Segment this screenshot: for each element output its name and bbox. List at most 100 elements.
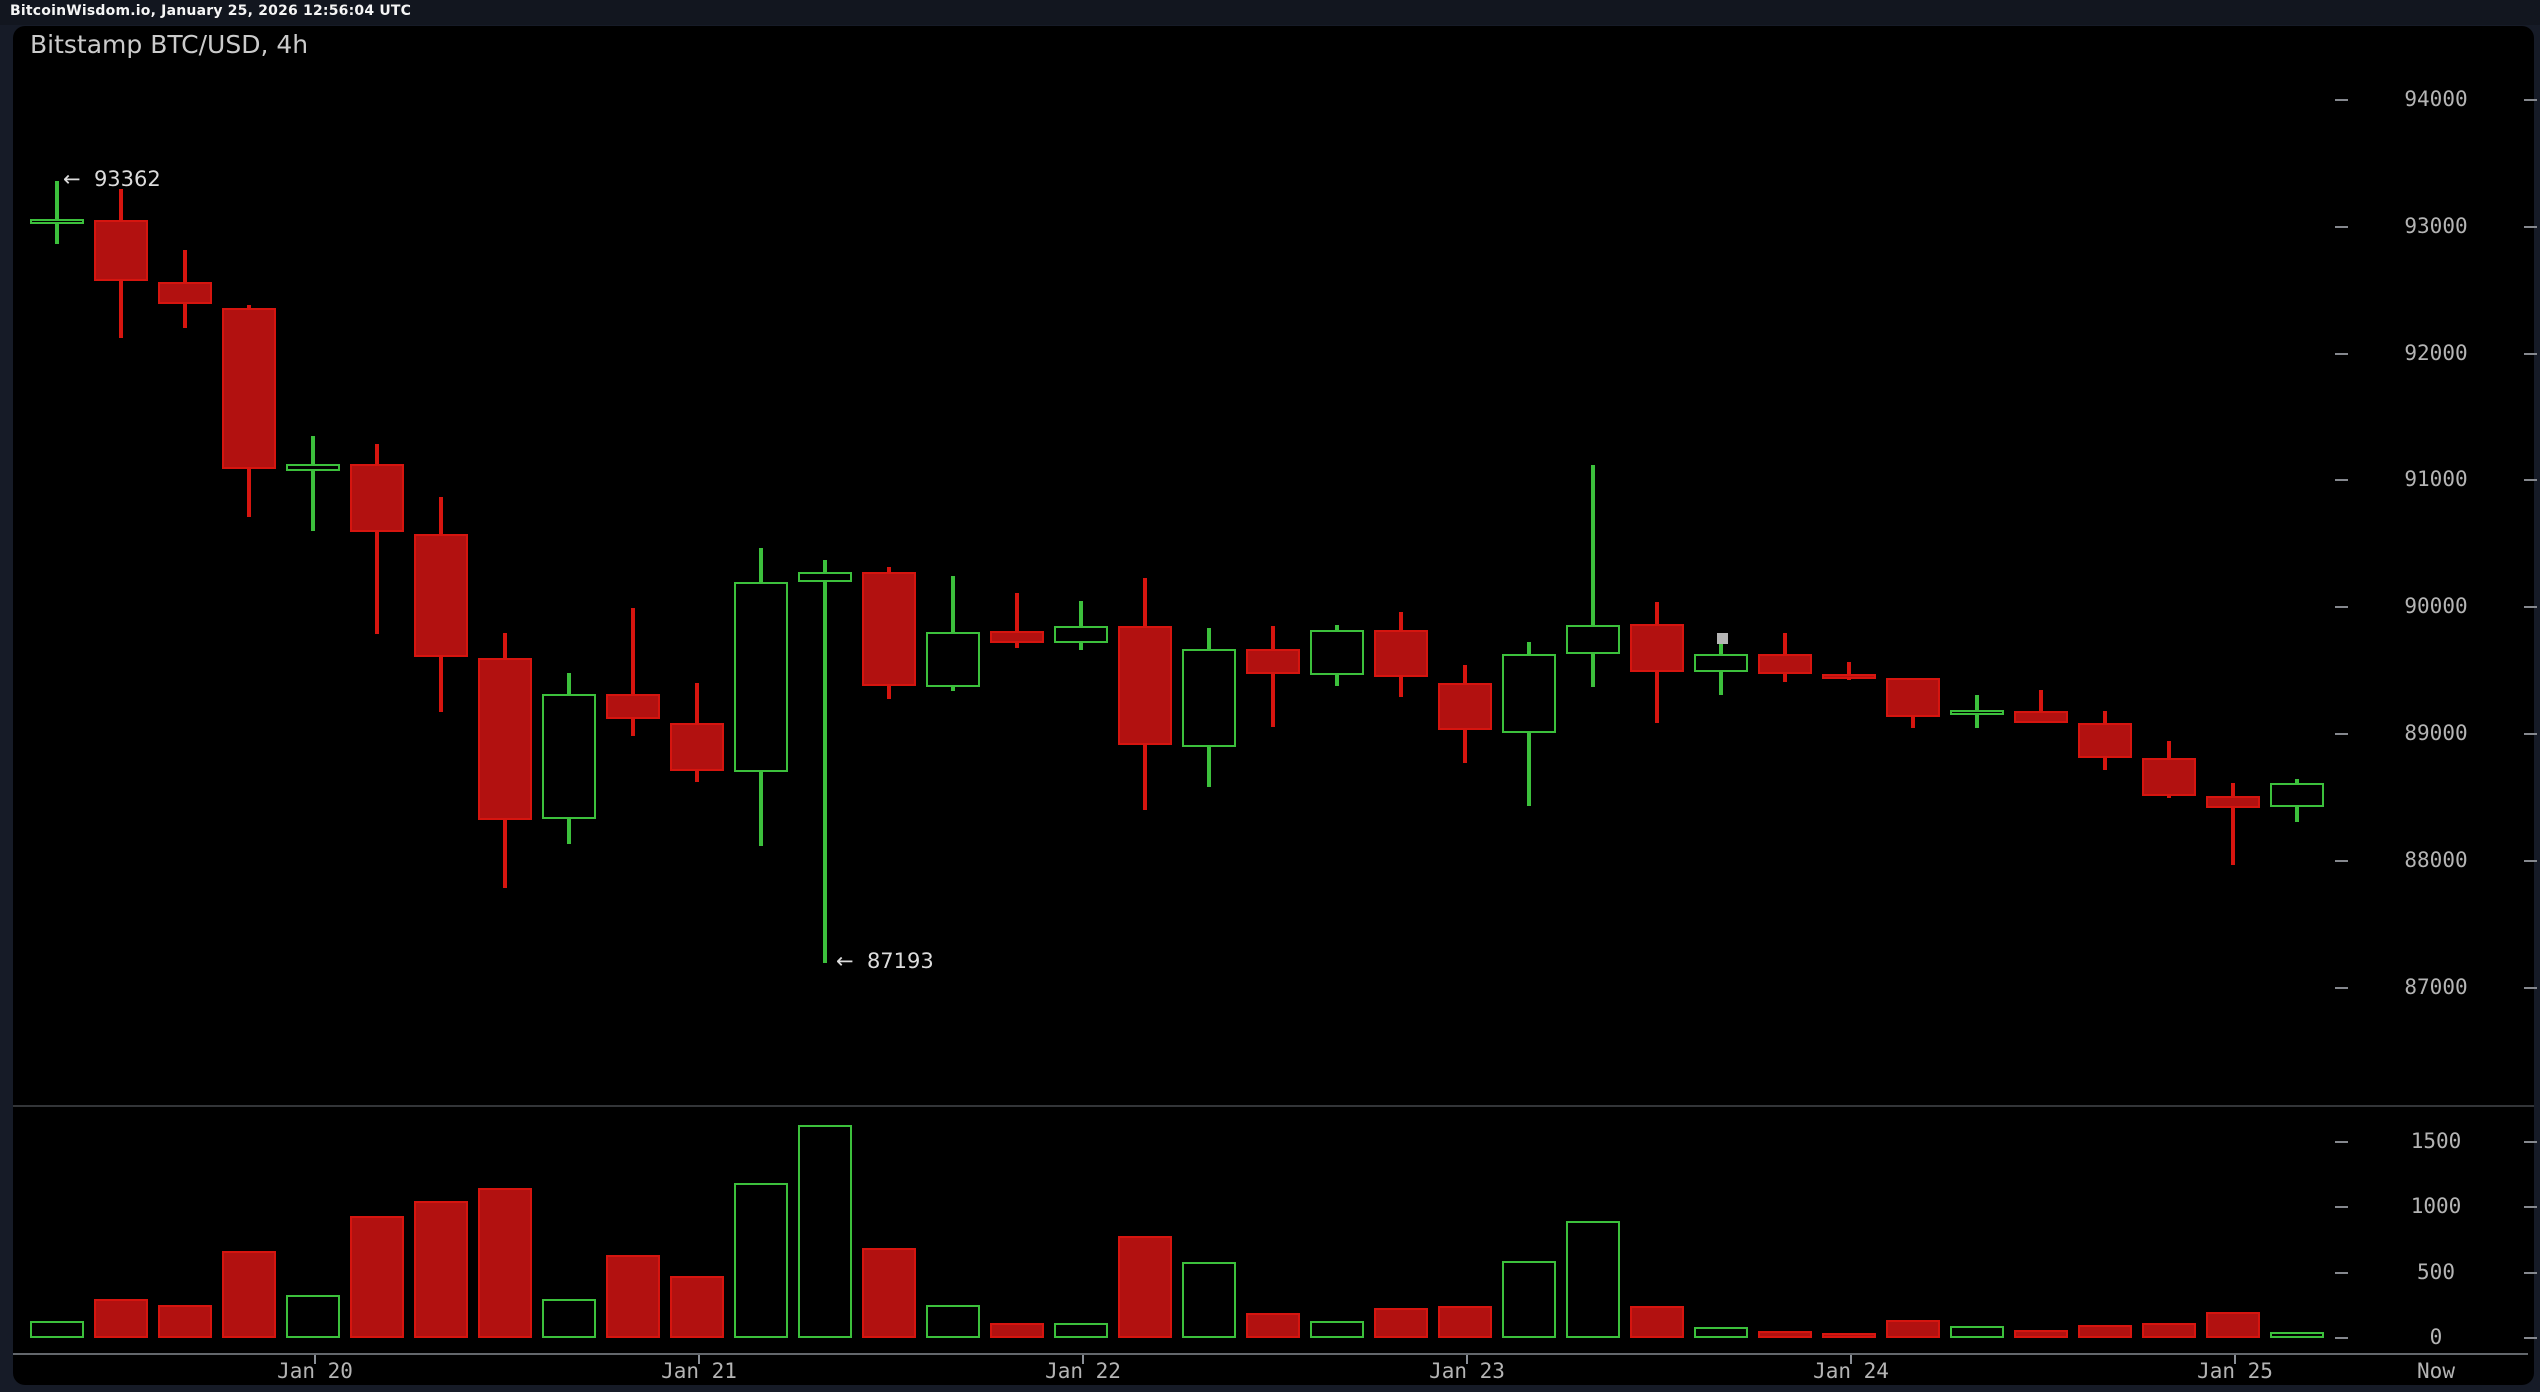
price-tick-label-94000: 94000 <box>2404 87 2468 111</box>
volume-tick-label-500: 500 <box>2417 1259 2455 1284</box>
candle-wick-15 <box>1015 592 1019 648</box>
volume-tick-label-0: 0 <box>2429 1325 2443 1349</box>
price-tick-label-91000: 91000 <box>2404 467 2468 492</box>
volume-bar-19 <box>1246 1312 1300 1338</box>
volume-tick-label-1500: 1500 <box>2410 1129 2462 1154</box>
candle-body-30 <box>1950 709 2004 715</box>
candle-wick-24 <box>1591 465 1595 687</box>
candle-wick-19 <box>1271 625 1275 727</box>
volume-tick-dash-right <box>2524 1337 2537 1339</box>
candle-body-13 <box>862 571 916 686</box>
candle-body-20 <box>1310 629 1364 675</box>
candle-body-22 <box>1438 682 1492 730</box>
volume-bar-3 <box>222 1250 276 1338</box>
price-tick-label-87000: 87000 <box>2404 974 2468 999</box>
price-tick-dash-right <box>2524 986 2537 989</box>
day-label-0: Jan 20 <box>277 1359 353 1383</box>
volume-bar-17 <box>1118 1236 1172 1338</box>
candle-body-9 <box>606 693 660 719</box>
candle-body-15 <box>990 630 1044 643</box>
price-tick-dash-left <box>2335 986 2348 989</box>
volume-bar-18 <box>1182 1261 1236 1338</box>
volume-bar-11 <box>734 1182 788 1338</box>
volume-bar-23 <box>1502 1260 1556 1338</box>
volume-bar-24 <box>1566 1220 1620 1338</box>
candle-wick-16 <box>1079 600 1083 650</box>
candle-body-11 <box>734 581 788 772</box>
volume-bar-12 <box>798 1124 852 1338</box>
candle-body-7 <box>478 658 532 821</box>
volume-tick-dash-left <box>2335 1271 2348 1274</box>
candle-body-33 <box>2142 758 2196 797</box>
now-label: Now <box>2417 1359 2455 1383</box>
highest-price-annotation: ← 93362 <box>63 167 161 191</box>
volume-bar-1 <box>94 1298 148 1338</box>
candle-body-27 <box>1758 654 1812 674</box>
volume-bar-26 <box>1694 1327 1748 1338</box>
candle-body-28 <box>1822 673 1876 679</box>
price-tick-dash-right <box>2524 352 2537 355</box>
price-tick-dash-left <box>2335 606 2348 609</box>
candle-body-3 <box>222 308 276 469</box>
candle-body-6 <box>414 533 468 658</box>
volume-tick-dash-right <box>2524 1206 2537 1209</box>
price-tick-dash-left <box>2335 99 2348 101</box>
candle-body-19 <box>1246 648 1300 674</box>
volume-bar-13 <box>862 1247 916 1338</box>
price-tick-dash-right <box>2524 479 2537 482</box>
lowest-price-annotation: ← 87193 <box>836 949 934 973</box>
candle-body-34 <box>2206 796 2260 808</box>
price-tick-dash-right <box>2524 99 2537 101</box>
candle-wick-12 <box>823 559 827 964</box>
price-tick-label-93000: 93000 <box>2404 213 2468 238</box>
x-axis-line <box>13 1353 2528 1355</box>
price-tick-dash-left <box>2335 859 2348 862</box>
volume-bar-20 <box>1310 1321 1364 1338</box>
candle-wick-0 <box>55 180 59 244</box>
candle-body-12 <box>798 571 852 582</box>
candle-body-0 <box>30 219 84 225</box>
top-status-bar: BitcoinWisdom.io, January 25, 2026 12:56… <box>0 0 2540 25</box>
candle-body-4 <box>286 463 340 471</box>
candle-body-1 <box>94 220 148 281</box>
volume-tick-label-1000: 1000 <box>2410 1194 2462 1219</box>
volume-bar-14 <box>926 1304 980 1338</box>
candle-body-10 <box>670 723 724 771</box>
candle-wick-9 <box>631 607 635 736</box>
candle-wick-4 <box>311 436 315 531</box>
candle-body-16 <box>1054 625 1108 643</box>
volume-bar-15 <box>990 1322 1044 1338</box>
candle-body-24 <box>1566 624 1620 654</box>
candle-wick-31 <box>2039 690 2043 723</box>
cursor-marker <box>1717 633 1728 644</box>
volume-bar-10 <box>670 1275 724 1338</box>
volume-tick-dash-left <box>2335 1141 2348 1144</box>
volume-tick-dash-left <box>2335 1206 2348 1209</box>
day-label-3: Jan 23 <box>1429 1359 1505 1383</box>
chart-title: Bitstamp BTC/USD, 4h <box>30 30 309 59</box>
volume-bar-22 <box>1438 1306 1492 1338</box>
candle-body-25 <box>1630 623 1684 672</box>
candle-body-23 <box>1502 654 1556 734</box>
volume-bar-28 <box>1822 1333 1876 1338</box>
candle-body-29 <box>1886 677 1940 717</box>
day-label-1: Jan 21 <box>661 1359 737 1383</box>
day-label-4: Jan 24 <box>1813 1359 1889 1383</box>
day-label-5: Jan 25 <box>2197 1359 2273 1383</box>
volume-tick-dash-left <box>2335 1337 2348 1339</box>
candle-body-17 <box>1118 625 1172 745</box>
day-tick-2 <box>1082 1355 1084 1364</box>
day-tick-5 <box>2234 1355 2236 1364</box>
price-tick-dash-right <box>2524 859 2537 862</box>
volume-bar-25 <box>1630 1306 1684 1338</box>
day-tick-1 <box>698 1355 700 1364</box>
volume-bar-0 <box>30 1321 84 1338</box>
volume-bar-33 <box>2142 1322 2196 1338</box>
candle-body-2 <box>158 281 212 304</box>
day-tick-4 <box>1850 1355 1852 1364</box>
price-tick-dash-left <box>2335 352 2348 355</box>
status-text: BitcoinWisdom.io, January 25, 2026 12:56… <box>10 3 412 19</box>
volume-bar-32 <box>2078 1324 2132 1338</box>
volume-bar-2 <box>158 1304 212 1338</box>
